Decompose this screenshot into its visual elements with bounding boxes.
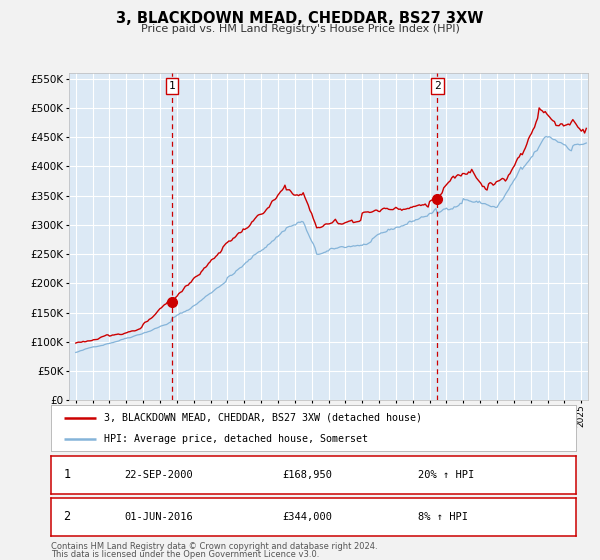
Text: 1: 1 — [169, 81, 176, 91]
Text: £168,950: £168,950 — [282, 470, 332, 480]
Text: This data is licensed under the Open Government Licence v3.0.: This data is licensed under the Open Gov… — [51, 550, 319, 559]
Text: 22-SEP-2000: 22-SEP-2000 — [125, 470, 193, 480]
Text: HPI: Average price, detached house, Somerset: HPI: Average price, detached house, Some… — [104, 435, 367, 444]
Text: Contains HM Land Registry data © Crown copyright and database right 2024.: Contains HM Land Registry data © Crown c… — [51, 542, 377, 550]
Text: 01-JUN-2016: 01-JUN-2016 — [125, 512, 193, 522]
Text: £344,000: £344,000 — [282, 512, 332, 522]
Text: 2: 2 — [434, 81, 441, 91]
Text: 3, BLACKDOWN MEAD, CHEDDAR, BS27 3XW (detached house): 3, BLACKDOWN MEAD, CHEDDAR, BS27 3XW (de… — [104, 413, 421, 423]
Text: 20% ↑ HPI: 20% ↑ HPI — [419, 470, 475, 480]
Text: 8% ↑ HPI: 8% ↑ HPI — [419, 512, 469, 522]
Text: Price paid vs. HM Land Registry's House Price Index (HPI): Price paid vs. HM Land Registry's House … — [140, 24, 460, 34]
Text: 1: 1 — [63, 468, 70, 482]
Text: 3, BLACKDOWN MEAD, CHEDDAR, BS27 3XW: 3, BLACKDOWN MEAD, CHEDDAR, BS27 3XW — [116, 11, 484, 26]
Text: 2: 2 — [63, 510, 70, 524]
